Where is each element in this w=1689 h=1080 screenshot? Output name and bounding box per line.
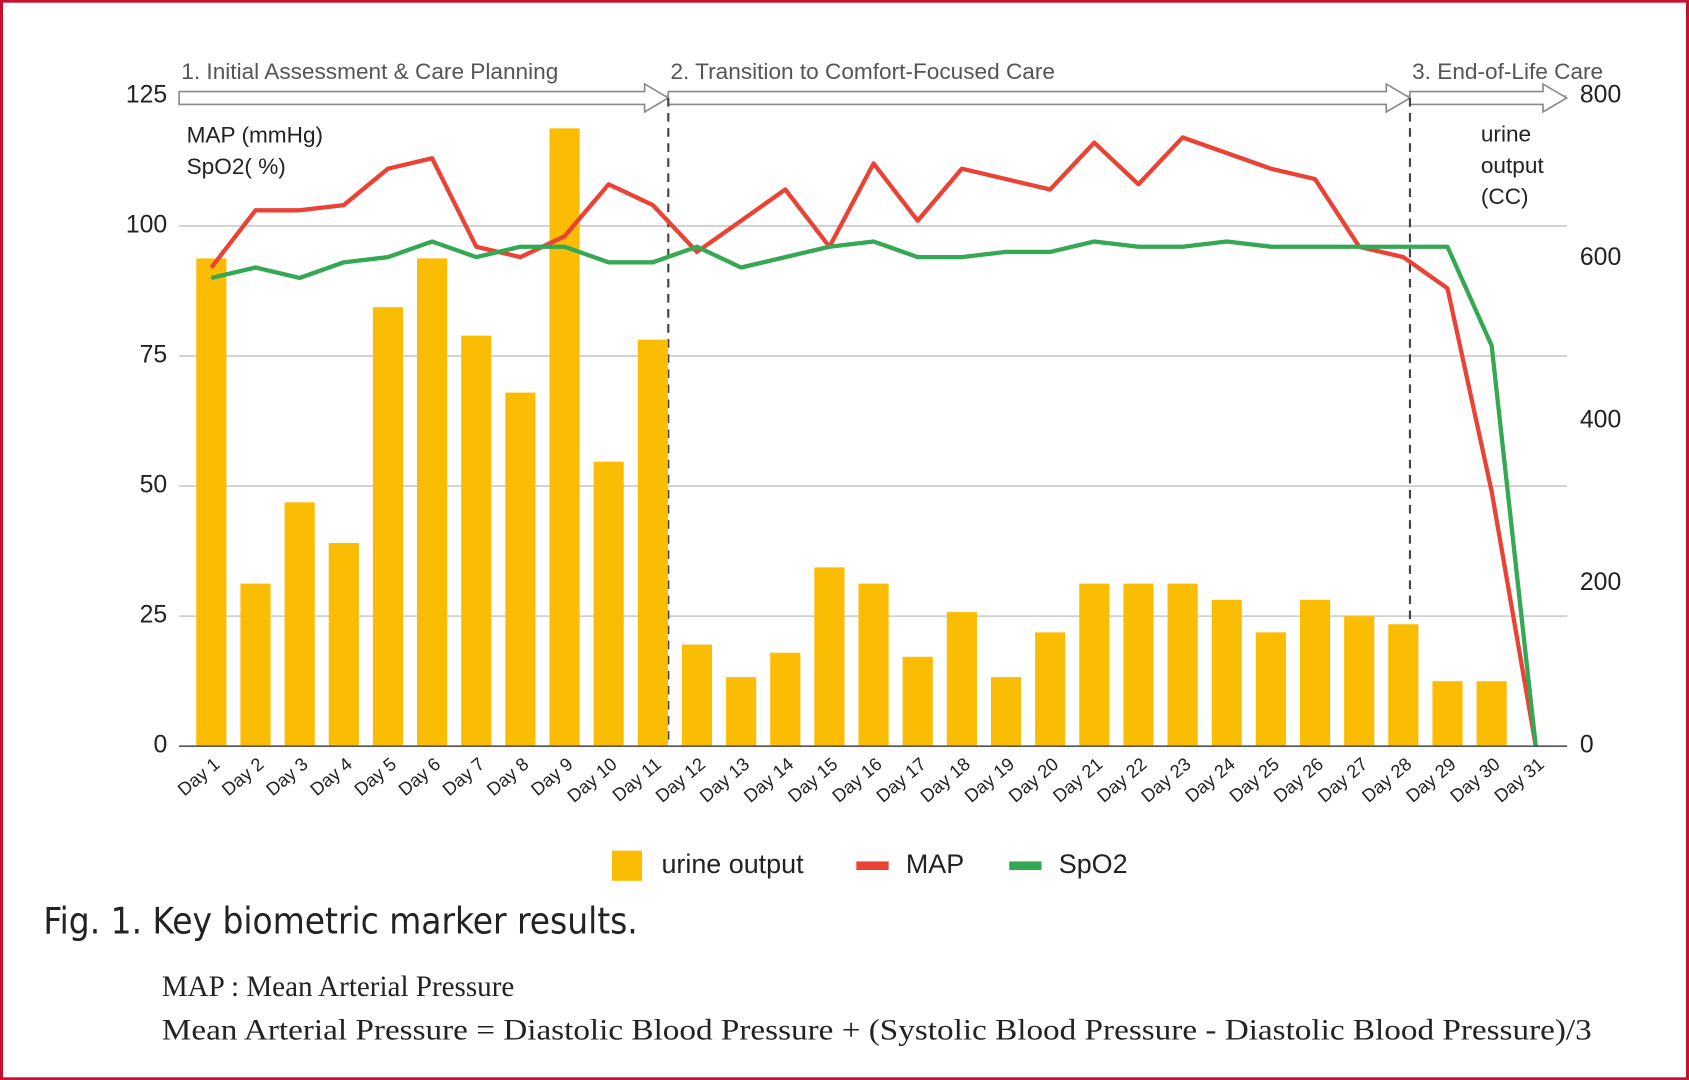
bar [770,652,801,747]
caption-line: Mean Arterial Pressure = Diastolic Blood… [162,1014,1592,1046]
bar [1344,616,1375,747]
line [210,239,1538,747]
bar [593,461,624,747]
bar [1079,583,1110,747]
bar [505,392,536,747]
phase-label: 3. End-of-Life Care [1412,59,1603,84]
y-tick-label: 25 [140,602,168,629]
y2-tick-label: 400 [1580,407,1621,434]
y-tick-label: 0 [153,732,167,759]
bar [681,644,713,747]
phase-label: 2. Transition to Comfort-Focused Care [670,59,1055,84]
y2-axis-label: (CC) [1481,184,1529,209]
y2-tick-label: 800 [1580,81,1621,108]
legend-label: urine output [661,849,804,879]
y-axis-label: MAP (mmHg) [187,123,324,148]
bar [461,335,492,747]
legend-label: SpO2 [1059,849,1128,879]
y2-tick-label: 0 [1580,732,1594,759]
legend-swatch [856,861,889,871]
phase-arrow [1409,82,1569,114]
bar [1476,681,1507,747]
bar [902,656,933,747]
phase-label: 1. Initial Assessment & Care Planning [181,59,558,84]
bar [1123,583,1154,747]
caption-line: MAP : Mean Arterial Pressure [162,971,514,1003]
y-tick-label: 125 [126,81,167,108]
bar [1255,632,1286,747]
legend-label: MAP [906,849,964,879]
bar [726,677,757,747]
bar [858,583,889,747]
line [209,135,1538,747]
phase-arrow [178,82,670,114]
bar [1432,681,1463,747]
bar [1167,583,1198,747]
y2-axis-label: urine [1481,122,1531,147]
bar [946,612,977,747]
y-axis-label: SpO2( %) [187,154,286,179]
phase-arrow [667,82,1412,114]
bar [1035,632,1066,747]
y-tick-label: 100 [126,211,167,238]
bar [240,583,271,747]
bar [637,339,668,747]
bar [417,258,448,747]
caption-title: Fig. 1. Key biometric marker results. [43,899,637,942]
bar [196,258,227,747]
bar [549,128,580,747]
bar [372,307,404,747]
bar [1211,599,1242,747]
legend-swatch [611,850,643,881]
y2-tick-label: 200 [1580,569,1621,596]
y-tick-label: 75 [140,342,168,369]
bar [284,502,315,747]
bar [1299,599,1331,747]
bar [814,567,845,747]
legend-swatch [1009,861,1042,871]
y-tick-label: 50 [140,472,168,499]
bar [990,677,1022,747]
y2-axis-label: output [1481,153,1545,178]
y2-tick-label: 600 [1580,244,1621,271]
bar [1388,624,1419,747]
bar [328,542,359,747]
